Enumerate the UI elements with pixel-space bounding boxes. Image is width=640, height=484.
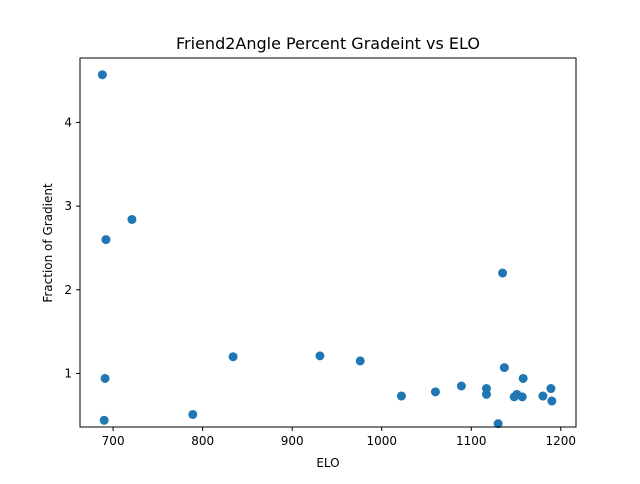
data-point [127, 214, 137, 224]
axis-ticks: 700 800 900 1000 1100 1200 1 2 3 4 [64, 115, 576, 448]
x-tick-label: 900 [281, 434, 304, 448]
y-tick-label: 2 [64, 283, 72, 297]
y-tick-label: 4 [64, 115, 72, 129]
x-axis-label: ELO [316, 456, 339, 470]
data-point [188, 409, 198, 419]
x-tick-label: 700 [102, 434, 125, 448]
data-point [547, 396, 557, 406]
data-point [315, 351, 325, 361]
data-point [99, 415, 109, 425]
data-point [97, 70, 107, 80]
data-point [517, 392, 527, 402]
data-point [101, 235, 111, 245]
data-points [97, 70, 557, 429]
data-point [456, 381, 466, 391]
data-point [100, 373, 110, 383]
data-point [228, 352, 238, 362]
x-tick-label: 1200 [546, 434, 577, 448]
data-point [396, 391, 406, 401]
data-point [430, 387, 440, 397]
x-tick-label: 1100 [456, 434, 487, 448]
data-point [498, 268, 508, 278]
plot-frame [79, 57, 577, 428]
data-point [518, 373, 528, 383]
y-tick-label: 3 [64, 199, 72, 213]
y-axis-label: Fraction of Gradient [41, 183, 55, 303]
x-tick-label: 1000 [366, 434, 397, 448]
data-point [546, 384, 556, 394]
data-point [538, 391, 548, 401]
data-point [355, 356, 365, 366]
data-point [481, 389, 491, 399]
data-point [499, 363, 509, 373]
x-tick-label: 800 [191, 434, 214, 448]
y-tick-label: 1 [64, 366, 72, 380]
chart-title: Friend2Angle Percent Gradeint vs ELO [176, 34, 480, 53]
data-point [493, 419, 503, 429]
